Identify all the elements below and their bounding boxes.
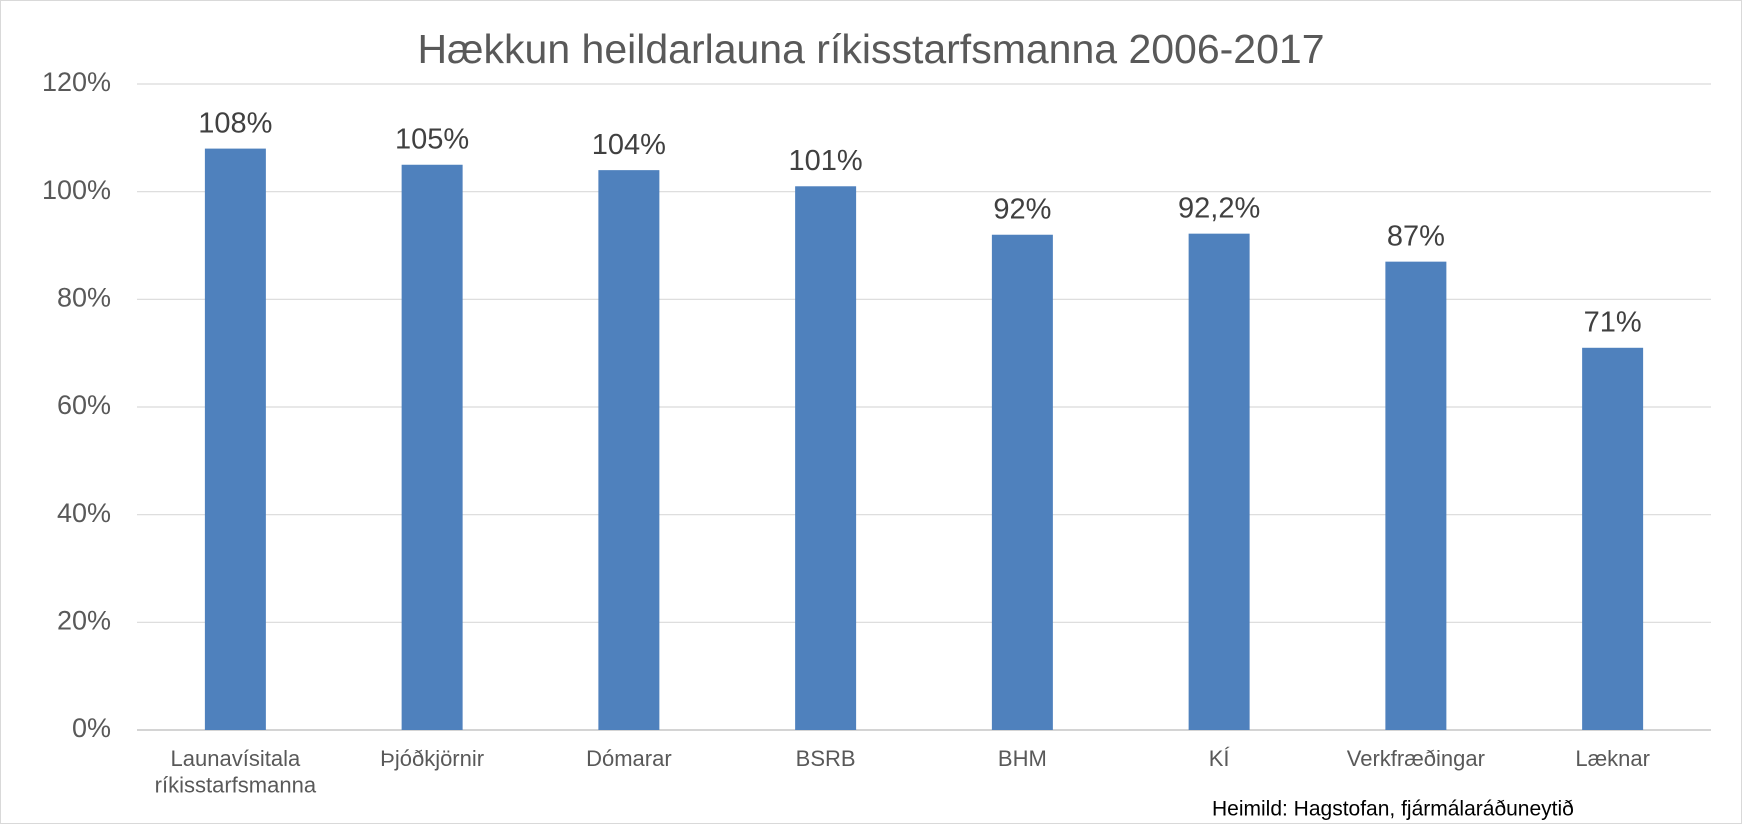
bar <box>1188 233 1250 730</box>
bar <box>204 148 266 731</box>
data-label: 87% <box>1387 220 1445 252</box>
x-tick-label: BHM <box>998 746 1047 771</box>
x-tick-label: Dómarar <box>586 746 672 771</box>
x-tick-label: Læknar <box>1575 746 1650 771</box>
x-tick-label: BSRB <box>796 746 856 771</box>
data-label: 104% <box>592 129 666 161</box>
y-tick-label: 80% <box>57 282 111 312</box>
data-label: 71% <box>1584 306 1642 338</box>
x-tick-label: Launavísitala ríkisstarfsmanna <box>155 746 317 797</box>
x-tick-label: Þjóðkjörnir <box>380 746 484 771</box>
bar <box>401 164 463 730</box>
y-tick-label: 100% <box>42 175 111 205</box>
bar <box>795 186 857 731</box>
y-tick-label: 120% <box>42 67 111 97</box>
bar <box>1385 261 1447 730</box>
data-label: 92% <box>993 193 1051 225</box>
chart-title: Hækkun heildarlauna ríkisstarfsmanna 200… <box>417 26 1324 72</box>
bar <box>598 170 660 731</box>
data-label: 101% <box>789 145 863 177</box>
bar <box>1582 347 1644 730</box>
source-note: Heimild: Hagstofan, fjármálaráðuneytið <box>1212 798 1574 821</box>
data-label: 108% <box>198 107 272 139</box>
x-tick-label: Verkfræðingar <box>1347 746 1485 771</box>
data-label: 92,2% <box>1178 192 1260 224</box>
y-tick-label: 20% <box>57 605 111 635</box>
data-label: 105% <box>395 123 469 155</box>
y-tick-label: 0% <box>72 713 111 743</box>
bar <box>991 234 1053 730</box>
x-tick-label: KÍ <box>1209 746 1231 771</box>
y-tick-label: 60% <box>57 390 111 420</box>
y-tick-label: 40% <box>57 498 111 528</box>
